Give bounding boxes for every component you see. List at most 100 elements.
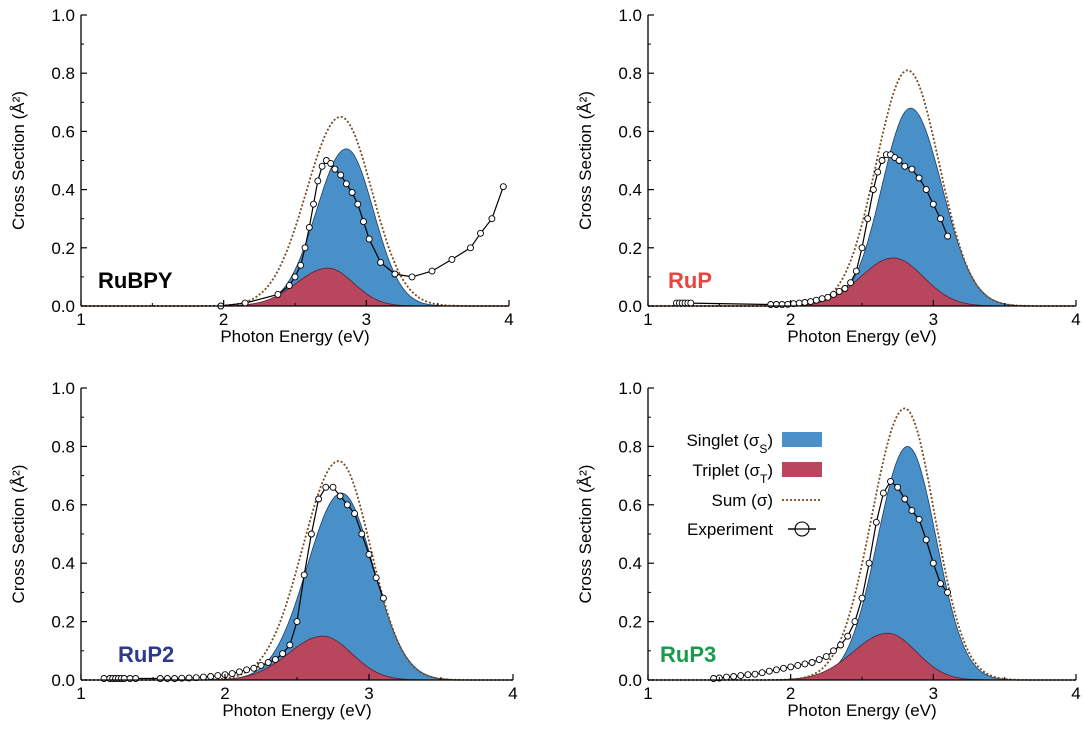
experiment-point	[336, 492, 344, 500]
y-tick-label: 0.6	[51, 496, 75, 515]
experiment-point	[235, 668, 243, 676]
experiment-point	[342, 180, 350, 188]
x-tick-label: 3	[929, 310, 938, 329]
y-tick-label: 0.8	[618, 64, 642, 83]
experiment-point	[286, 641, 294, 649]
experiment-point	[824, 293, 832, 301]
experiment-point	[318, 162, 326, 170]
experiment-point	[858, 244, 866, 252]
experiment-point	[207, 673, 215, 680]
legend: Singlet (σS) Triplet (σT) Sum (σ) Experimen…	[686, 431, 822, 539]
y-tick-label: 0.6	[618, 496, 642, 515]
y-tick-label: 0.4	[51, 554, 75, 573]
y-tick-label: 0.8	[51, 437, 75, 456]
y-tick-label: 0.8	[618, 437, 642, 456]
experiment-point	[499, 183, 507, 191]
experiment-point	[279, 650, 287, 658]
experiment-point	[865, 559, 873, 567]
y-axis-label: Cross Section (Å²)	[576, 91, 595, 230]
experiment-point	[915, 174, 923, 182]
y-tick-label: 0.8	[51, 64, 75, 83]
experiment-point	[929, 200, 937, 208]
x-tick-label: 2	[220, 684, 229, 703]
experiment-point	[372, 574, 380, 582]
experiment-point	[787, 663, 795, 671]
x-tick-label: 1	[643, 684, 652, 703]
experiment-point	[360, 218, 367, 226]
x-axis-label: Photon Energy (eV)	[222, 701, 371, 720]
x-tick-label: 3	[364, 684, 373, 703]
panel-label: RuP2	[118, 642, 174, 667]
x-tick-label: 2	[219, 310, 228, 329]
experiment-point	[343, 501, 351, 509]
experiment-point	[199, 673, 207, 681]
experiment-point	[944, 232, 952, 240]
x-tick-label: 4	[504, 310, 513, 329]
y-tick-label: 0.6	[618, 122, 642, 141]
experiment-point	[293, 618, 301, 626]
experiment-point	[243, 666, 251, 674]
experiment-point	[379, 594, 387, 602]
chart-panel-rup2: 1 2 3 4 0.0 0.2 0.4 0.6 0.8 1.0 Photon Energy (eV)…	[9, 379, 518, 720]
experiment-point	[830, 290, 837, 298]
experiment-point	[274, 290, 282, 298]
experiment-point	[377, 258, 385, 266]
panel-label: RuBPY	[98, 268, 173, 293]
experiment-point	[894, 483, 902, 491]
experiment-point	[305, 223, 313, 231]
experiment-point	[901, 162, 909, 170]
experiment-point	[322, 483, 330, 491]
experiment-point	[358, 530, 366, 538]
panel-label: RuP3	[660, 642, 716, 667]
experiment-point	[901, 495, 909, 503]
experiment-point	[354, 200, 362, 208]
experiment-line	[713, 480, 949, 680]
experiment-point	[772, 666, 780, 674]
experiment-point	[723, 673, 730, 681]
experiment-point	[944, 588, 952, 596]
legend-swatch-triplet	[782, 462, 822, 477]
experiment-point	[808, 659, 816, 666]
experiment-point	[348, 189, 356, 196]
experiment-point	[795, 299, 803, 307]
x-tick-label: 4	[508, 684, 517, 703]
y-tick-label: 0.2	[618, 613, 642, 632]
chart-panel-rubpy: 1 2 3 4 0.0 0.2 0.4 0.6 0.8 1.0 Photon Energy (eV)…	[9, 6, 514, 346]
experiment-point	[887, 477, 894, 485]
y-tick-label: 0.2	[51, 239, 75, 258]
experiment-point	[937, 580, 944, 588]
y-tick-label: 0.2	[618, 239, 642, 258]
legend-label-experiment: Experiment	[687, 520, 773, 539]
x-axis-label: Photon Energy (eV)	[787, 327, 936, 346]
experiment-point	[271, 656, 279, 664]
experiment-point	[937, 215, 944, 223]
x-axis-label: Photon Energy (eV)	[220, 327, 369, 346]
y-tick-label: 0.4	[51, 181, 75, 200]
experiment-point	[869, 186, 877, 194]
experiment-point	[841, 285, 849, 292]
experiment-point	[929, 559, 937, 567]
experiment-point	[830, 647, 837, 655]
experiment-point	[730, 673, 738, 680]
experiment-point	[874, 168, 882, 176]
experiment-point	[837, 641, 845, 649]
x-tick-label: 1	[643, 310, 652, 329]
legend-swatch-singlet	[782, 432, 822, 447]
experiment-point	[864, 215, 872, 223]
y-tick-label: 1.0	[618, 379, 642, 398]
experiment-point	[285, 282, 293, 290]
experiment-point	[915, 515, 923, 523]
experiment-point	[801, 299, 809, 306]
experiment-point	[852, 267, 860, 275]
experiment-point	[801, 660, 809, 668]
experiment-point	[391, 270, 399, 278]
experiment-point	[228, 670, 236, 678]
x-tick-label: 2	[786, 684, 795, 703]
experiment-point	[794, 661, 802, 669]
experiment-point	[192, 674, 200, 682]
experiment-point	[822, 653, 830, 661]
experiment-point	[815, 656, 823, 664]
experiment-point	[365, 235, 373, 243]
y-axis-label: Cross Section (Å²)	[9, 465, 28, 604]
experiment-point	[331, 165, 339, 173]
